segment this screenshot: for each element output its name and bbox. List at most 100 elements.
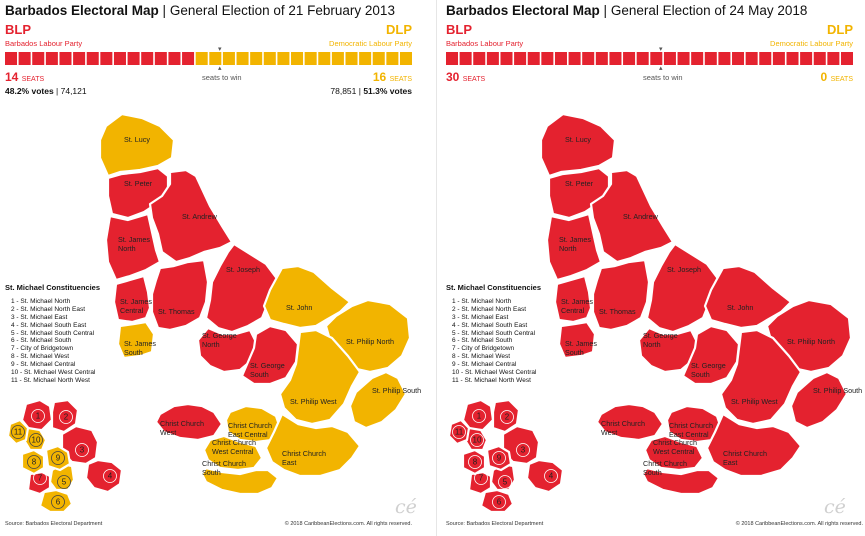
seat-segment — [527, 52, 540, 65]
number-label: 3 — [521, 446, 526, 455]
seat-bar — [5, 52, 412, 65]
seat-bar-svg — [5, 52, 412, 65]
number-marker — [11, 425, 25, 439]
seat-segment — [359, 52, 372, 65]
number-marker — [27, 455, 41, 469]
constituency-label: Central — [120, 306, 144, 315]
constituency-label: St. Philip West — [290, 397, 337, 406]
constituency-label: East Central — [228, 430, 268, 439]
number-marker — [29, 433, 43, 447]
blp-name: Barbados Labour Party — [5, 39, 83, 48]
constituency-jamesC — [112, 274, 152, 324]
number-marker — [51, 451, 65, 465]
number-label: 6 — [497, 498, 502, 507]
legend-item: 4 - St. Michael South East — [452, 321, 528, 329]
constituency-label: South — [643, 468, 662, 477]
constituency-label: Christ Church — [212, 438, 256, 447]
seat-segment — [250, 52, 263, 65]
seat-segment — [263, 52, 276, 65]
seat-segment — [399, 52, 412, 65]
seat-segment — [800, 52, 813, 65]
seat-segment — [745, 52, 758, 65]
constituency-sm11 — [447, 418, 471, 446]
constituency-label: Christ Church — [669, 421, 713, 430]
number-label: 10 — [32, 436, 41, 445]
constituency-ccWC — [202, 434, 264, 472]
panel-2013: Barbados Electoral Map | General Electio… — [0, 0, 432, 536]
number-label: 1 — [36, 412, 41, 421]
number-marker — [31, 409, 45, 423]
legend-item: 10 - St. Michael West Central — [11, 369, 96, 377]
constituency-label: St. Andrew — [182, 212, 218, 221]
constituency-sm9 — [485, 444, 513, 472]
seat-segment — [331, 52, 344, 65]
number-label: 9 — [56, 454, 61, 463]
seat-segment — [32, 52, 45, 65]
seats-to-win-arrow-bottom: ▴ — [218, 65, 222, 72]
constituency-ccSouth — [200, 466, 280, 496]
constituency-jamesS — [116, 320, 156, 360]
constituency-label: St. George — [643, 331, 678, 340]
constituency-andrew — [589, 168, 675, 264]
constituency-label: St. James — [559, 235, 591, 244]
constituency-label: St. Peter — [565, 179, 594, 188]
constituency-jamesN — [104, 212, 162, 282]
seat-segment — [840, 52, 853, 65]
number-marker — [492, 495, 506, 509]
seat-segment — [704, 52, 717, 65]
panel-title: Barbados Electoral Map | General Electio… — [446, 3, 808, 18]
constituency-andrew — [148, 168, 234, 264]
number-label: 2 — [64, 413, 69, 422]
constituency-sm1 — [20, 398, 54, 432]
blp-seat-count: 30 SEATS — [446, 70, 486, 84]
constituency-label: West — [160, 428, 176, 437]
constituency-label: Christ Church — [282, 449, 326, 458]
constituency-philipS — [789, 370, 849, 430]
seat-segment — [446, 52, 459, 65]
constituency-ccSouth — [641, 466, 721, 496]
constituency-jamesC — [553, 274, 593, 324]
constituency-sm4 — [84, 458, 124, 494]
dlp-name: Democratic Labour Party — [770, 39, 853, 48]
seat-segment — [209, 52, 222, 65]
seat-segment — [127, 52, 140, 65]
seat-segment — [86, 52, 99, 65]
legend-item: 2 - St. Michael North East — [11, 305, 86, 313]
constituency-john — [262, 264, 352, 330]
number-label: 5 — [503, 478, 508, 487]
seat-segment — [182, 52, 195, 65]
constituency-label: St. George — [250, 361, 285, 370]
constituency-label: St. Philip North — [346, 337, 394, 346]
seat-segment — [500, 52, 513, 65]
number-label: 8 — [473, 458, 478, 467]
legend-title: St. Michael Constituencies — [5, 283, 101, 292]
seat-segment — [73, 52, 86, 65]
constituency-label: St. Philip South — [813, 386, 862, 395]
seat-segment — [473, 52, 486, 65]
constituency-label: St. Philip South — [372, 386, 421, 395]
constituency-joseph — [204, 242, 280, 334]
legend-item: 9 - St. Michael Central — [11, 361, 76, 369]
seat-segment — [541, 52, 554, 65]
constituency-label: St. Joseph — [226, 265, 260, 274]
number-label: 6 — [56, 498, 61, 507]
constituency-ccWest — [595, 402, 665, 442]
constituency-label: St. Thomas — [158, 307, 195, 316]
blp-abbr: BLP — [5, 22, 31, 37]
seats-to-win-arrow-top: ▾ — [218, 46, 222, 53]
legend-item: 3 - St. Michael East — [11, 313, 68, 321]
constituency-sm6 — [38, 488, 74, 514]
number-label: 11 — [14, 428, 23, 437]
seat-segment — [786, 52, 799, 65]
number-marker — [544, 469, 558, 483]
dlp-name: Democratic Labour Party — [329, 39, 412, 48]
panel-title: Barbados Electoral Map | General Electio… — [5, 3, 395, 18]
seat-segment — [5, 52, 18, 65]
number-marker — [474, 471, 488, 485]
copyright-note: © 2018 CaribbeanElections.com. All right… — [735, 521, 863, 527]
seat-segment — [113, 52, 126, 65]
constituency-label: St. James — [561, 297, 593, 306]
seat-segment — [100, 52, 113, 65]
legend-item: 10 - St. Michael West Central — [452, 369, 537, 377]
